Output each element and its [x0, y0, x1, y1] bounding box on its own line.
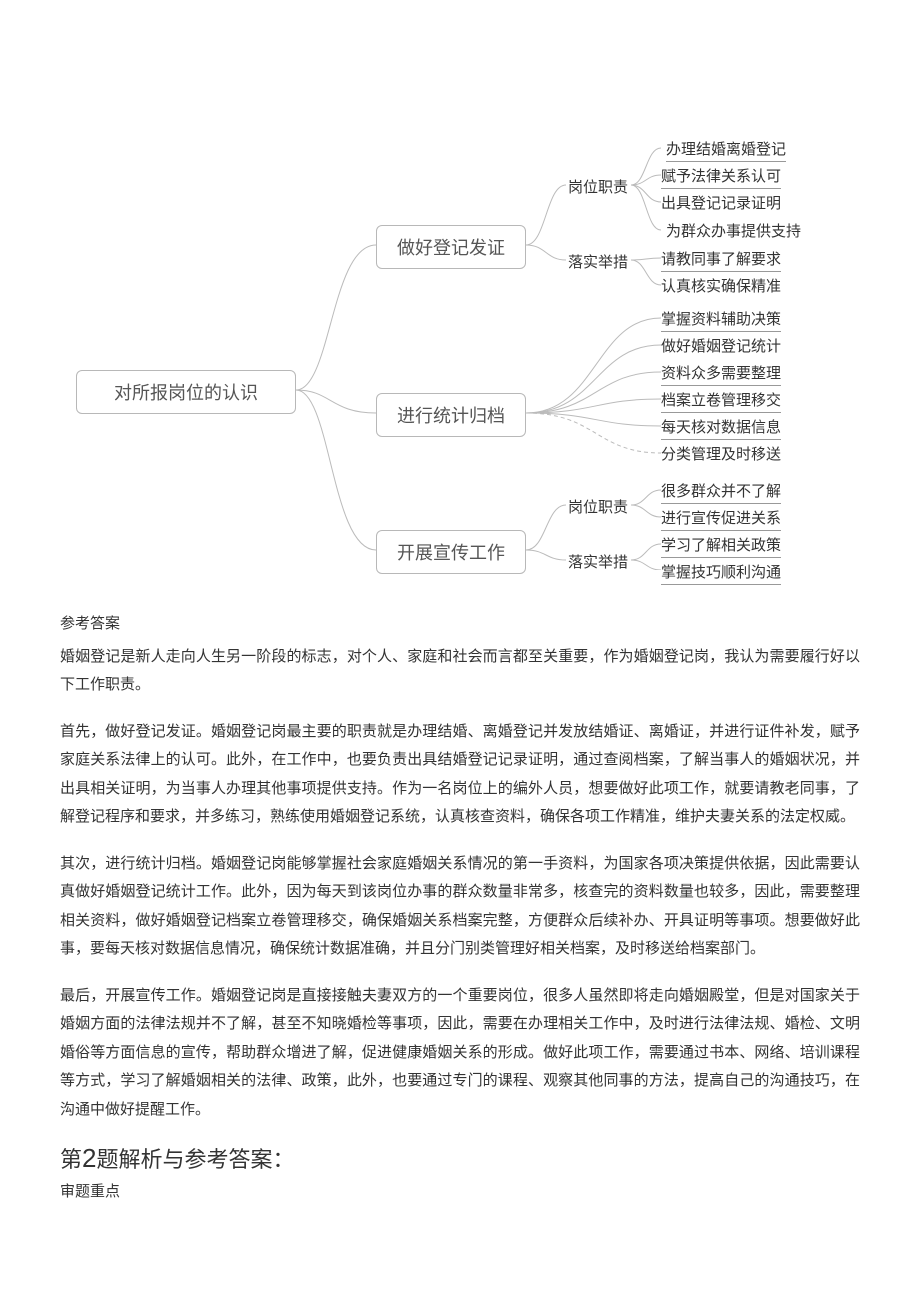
mm-leaf: 分类管理及时移送 [661, 443, 781, 466]
mm-b1-g1-title: 岗位职责 [568, 176, 628, 197]
mindmap-branch-3: 开展宣传工作 [376, 530, 526, 574]
mm-leaf: 认真核实确保精准 [661, 275, 781, 298]
mm-leaf: 掌握资料辅助决策 [661, 308, 781, 332]
section-2-post: 题解析与参考答案： [96, 1147, 294, 1172]
mm-b1-g2-title: 落实举措 [568, 251, 628, 272]
mindmap-branch-1: 做好登记发证 [376, 225, 526, 269]
mm-leaf: 掌握技巧顺利沟通 [661, 561, 781, 585]
answer-p3: 最后，开展宣传工作。婚姻登记岗是直接接触夫妻双方的一个重要岗位，很多人虽然即将走… [60, 982, 860, 1125]
mm-b3-g1-title: 岗位职责 [568, 496, 628, 517]
answer-p2: 其次，进行统计归档。婚姻登记岗能够掌握社会家庭婚姻关系情况的第一手资料，为国家各… [60, 850, 860, 964]
mindmap-root: 对所报岗位的认识 [76, 370, 296, 414]
mm-leaf: 资料众多需要整理 [661, 362, 781, 386]
mm-leaf: 每天核对数据信息 [661, 416, 781, 440]
mm-leaf: 为群众办事提供支持 [666, 220, 801, 243]
mm-leaf: 进行宣传促进关系 [661, 507, 781, 531]
mindmap: 对所报岗位的认识 做好登记发证 进行统计归档 开展宣传工作 岗位职责 落实举措 … [76, 120, 860, 570]
mm-leaf: 档案立卷管理移交 [661, 389, 781, 413]
section-2-pre: 第 [60, 1147, 82, 1172]
answer-section: 参考答案 婚姻登记是新人走向人生另一阶段的标志，对个人、家庭和社会而言都至关重要… [60, 610, 860, 1124]
mm-leaf: 出具登记记录证明 [661, 192, 781, 215]
mm-leaf: 办理结婚离婚登记 [666, 138, 786, 162]
mindmap-branch-2: 进行统计归档 [376, 393, 526, 437]
answer-p1: 首先，做好登记发证。婚姻登记岗最主要的职责就是办理结婚、离婚登记并发放结婚证、离… [60, 718, 860, 832]
mm-leaf: 很多群众并不了解 [661, 480, 781, 504]
section-2-title: 第2题解析与参考答案： [60, 1142, 860, 1174]
section-2-sub: 审题重点 [60, 1180, 860, 1201]
answer-intro: 婚姻登记是新人走向人生另一阶段的标志，对个人、家庭和社会而言都至关重要，作为婚姻… [60, 643, 860, 700]
answer-label: 参考答案 [60, 610, 860, 639]
mm-leaf: 做好婚姻登记统计 [661, 335, 781, 358]
mm-leaf: 请教同事了解要求 [661, 248, 781, 272]
mm-b3-g2-title: 落实举措 [568, 551, 628, 572]
section-2-num: 2 [82, 1143, 96, 1173]
mm-leaf: 学习了解相关政策 [661, 534, 781, 558]
mm-leaf: 赋予法律关系认可 [661, 165, 781, 189]
